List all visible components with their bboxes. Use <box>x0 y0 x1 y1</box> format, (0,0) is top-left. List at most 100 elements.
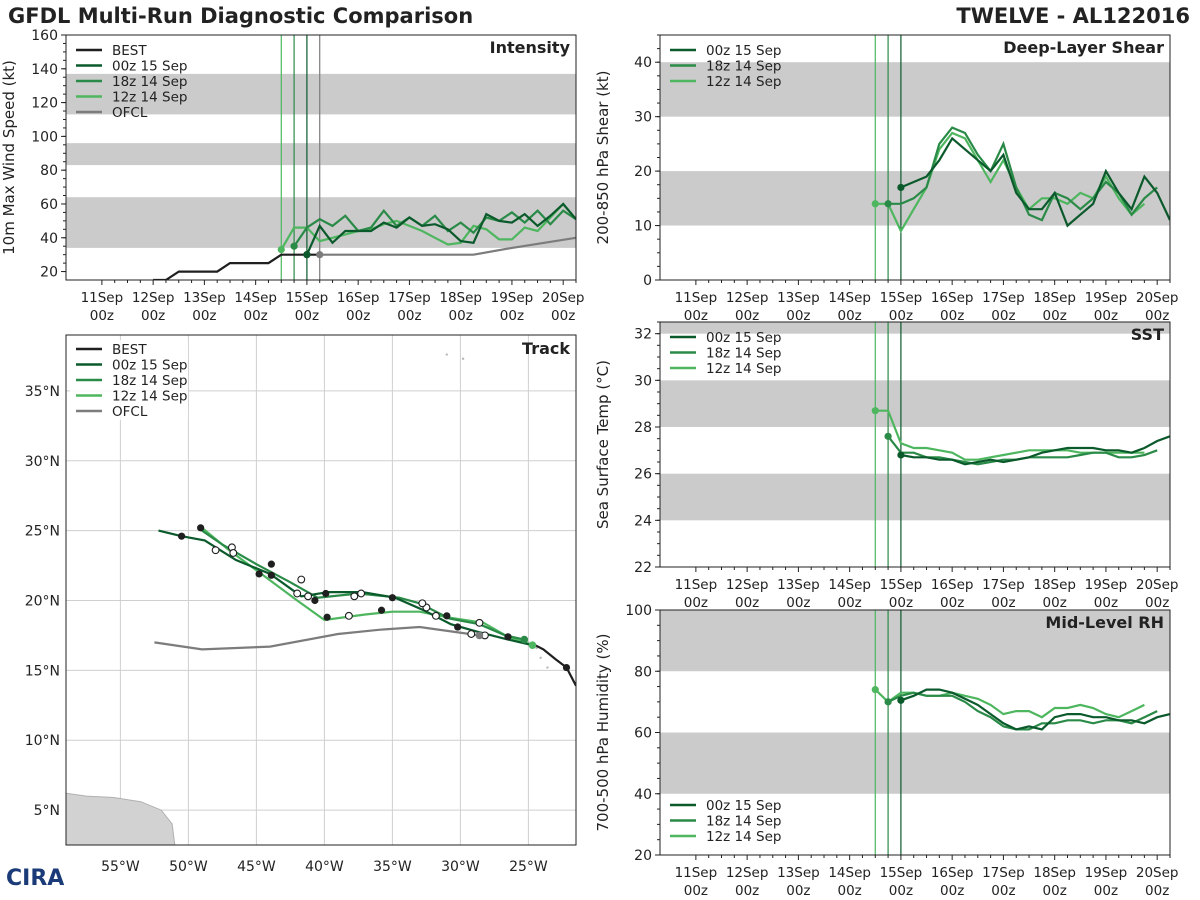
x-tick-label-day: 11Sep <box>675 865 718 881</box>
track-line-r12 <box>201 526 533 647</box>
track-marker-filled <box>267 560 275 568</box>
track-marker-filled <box>255 570 263 578</box>
x-tick-label-day: 17Sep <box>982 577 1025 593</box>
y-axis-label: 10m Max Wind Speed (kt) <box>0 60 18 255</box>
x-tick-label-hour: 00z <box>940 883 964 899</box>
chart-rh: 20 40 60 80 100 11Sep 00z 12Sep 00z 13Sep 00z 14Sep… <box>594 603 1178 899</box>
threshold-band <box>660 380 1170 427</box>
x-tick-label-hour: 00z <box>1145 883 1169 899</box>
threshold-band <box>660 732 1170 794</box>
series-marker-r12 <box>871 686 879 694</box>
y-tick-label: 22 <box>634 560 652 576</box>
track-marker-open <box>467 630 476 638</box>
x-tick-label-day: 17Sep <box>388 290 431 306</box>
track-marker-open <box>293 589 302 598</box>
legend-label-r18: 18z 14 Sep <box>112 373 187 389</box>
threshold-band <box>66 143 576 166</box>
x-tick-label-hour: 00z <box>1094 595 1118 611</box>
x-tick-label-hour: 00z <box>991 308 1015 324</box>
series-marker-r00 <box>897 696 905 704</box>
legend-label-r12: 12z 14 Sep <box>706 74 781 90</box>
y-tick-label: 40 <box>634 787 652 803</box>
series-marker-r18 <box>884 698 892 706</box>
legend-label-r12: 12z 14 Sep <box>706 361 781 377</box>
legend-label-r00: 00z 15 Sep <box>112 358 187 374</box>
x-tick-label-day: 18Sep <box>1033 290 1076 306</box>
x-tick-label-hour: 00z <box>1094 883 1118 899</box>
lon-tick-label: 35°W <box>373 859 412 875</box>
lat-tick-label: 20°N <box>25 593 60 609</box>
x-tick-label-hour: 00z <box>838 308 862 324</box>
y-tick-label: 28 <box>634 420 652 436</box>
x-tick-label-hour: 00z <box>940 308 964 324</box>
track-marker-open <box>357 589 366 598</box>
x-tick-label-hour: 00z <box>500 308 524 324</box>
x-tick-label-hour: 00z <box>1145 308 1169 324</box>
y-tick-label: 0 <box>643 273 652 289</box>
y-tick-label: 60 <box>634 726 652 742</box>
land-south-america <box>66 792 176 845</box>
x-tick-label-hour: 00z <box>449 308 473 324</box>
threshold-band <box>660 62 1170 117</box>
x-tick-label-day: 12Sep <box>132 290 175 306</box>
y-tick-label: 60 <box>40 197 58 213</box>
plot-frame <box>65 34 577 281</box>
x-tick-label-day: 15Sep <box>286 290 329 306</box>
x-tick-label-day: 12Sep <box>726 865 769 881</box>
x-tick-label-day: 16Sep <box>337 290 380 306</box>
x-tick-label-day: 12Sep <box>726 577 769 593</box>
track-marker-filled <box>443 612 451 620</box>
legend-label-r12: 12z 14 Sep <box>112 389 187 405</box>
track-marker-filled <box>197 524 205 532</box>
lon-tick-label: 40°W <box>305 859 344 875</box>
series-marker-r18 <box>290 242 298 250</box>
x-tick-label-hour: 00z <box>1094 308 1118 324</box>
legend-label-r00: 00z 15 Sep <box>706 43 781 59</box>
y-tick-label: 120 <box>31 96 58 112</box>
x-tick-label-hour: 00z <box>684 308 708 324</box>
x-tick-label-hour: 00z <box>940 595 964 611</box>
legend-label-best: BEST <box>112 342 147 358</box>
track-marker-r18 <box>520 635 529 644</box>
lat-tick-label: 30°N <box>25 454 60 470</box>
y-tick-label: 30 <box>634 110 652 126</box>
track-marker-open <box>344 611 353 620</box>
x-tick-label-day: 11Sep <box>81 290 124 306</box>
panel-title: SST <box>1131 325 1164 344</box>
x-tick-label-day: 16Sep <box>931 865 974 881</box>
legend-label-ofcl: OFCL <box>112 404 148 420</box>
x-tick-label-hour: 00z <box>786 308 810 324</box>
y-axis-label: Sea Surface Temp (°C) <box>594 360 612 529</box>
x-tick-label-hour: 00z <box>684 595 708 611</box>
x-tick-label-day: 16Sep <box>931 290 974 306</box>
series-marker-r00 <box>897 451 905 459</box>
track-marker-filled <box>454 623 462 631</box>
island <box>546 666 549 669</box>
legend-label-r12: 12z 14 Sep <box>112 90 187 106</box>
x-tick-label-day: 17Sep <box>982 865 1025 881</box>
figure-title: GFDL Multi-Run Diagnostic Comparison <box>8 4 474 28</box>
lat-tick-label: 15°N <box>25 663 60 679</box>
x-tick-label-day: 14Sep <box>234 290 277 306</box>
y-tick-label: 80 <box>634 664 652 680</box>
x-tick-label-day: 19Sep <box>491 290 534 306</box>
track-line-r00 <box>158 529 533 647</box>
panel-title: Mid-Level RH <box>1045 613 1164 632</box>
track-marker-open <box>304 592 313 601</box>
series-line-ofcl <box>319 236 576 256</box>
track-line-ofcl <box>154 625 480 651</box>
y-tick-label: 30 <box>634 373 652 389</box>
x-tick-label-hour: 00z <box>1043 595 1067 611</box>
y-tick-label: 32 <box>634 327 652 343</box>
lat-tick-label: 35°N <box>25 384 60 400</box>
x-tick-label-hour: 00z <box>991 883 1015 899</box>
threshold-band <box>660 610 1170 672</box>
x-tick-label-day: 20Sep <box>1136 865 1179 881</box>
chart-sst: 22 24 26 28 30 32 11Sep 00z 12Sep 00z 13Sep 00z 14Se… <box>594 321 1178 611</box>
x-tick-label-day: 15Sep <box>880 290 923 306</box>
x-tick-label-hour: 00z <box>141 308 165 324</box>
track-marker-filled <box>388 594 396 602</box>
track-marker-filled <box>562 663 571 672</box>
x-tick-label-day: 20Sep <box>1136 290 1179 306</box>
x-tick-label-day: 13Sep <box>777 577 820 593</box>
